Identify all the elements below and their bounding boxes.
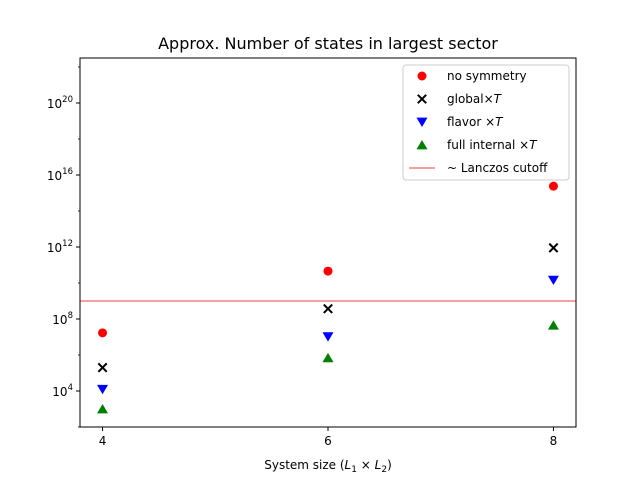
legend-label: global×T xyxy=(447,92,503,106)
data-point-full-internal-t xyxy=(97,404,109,414)
y-tick-label: 104 xyxy=(52,383,73,399)
y-tick-label: 108 xyxy=(52,311,73,327)
x-axis-label: System size (L1 × L2) xyxy=(264,458,392,475)
data-point-no-symmetry xyxy=(548,181,558,191)
data-point-full-internal-t xyxy=(547,320,559,330)
y-axis: 104 108 1012 1016 1020 xyxy=(47,66,80,428)
legend-label: ~ Lanczos cutoff xyxy=(447,161,548,175)
y-tick-label: 1012 xyxy=(47,239,73,255)
legend-label: no symmetry xyxy=(447,69,527,83)
data-point-global-t xyxy=(323,303,333,314)
data-point-flavor-t xyxy=(547,275,559,286)
x-axis: 4 6 8 xyxy=(99,427,558,448)
chart-title: Approx. Number of states in largest sect… xyxy=(158,34,498,53)
x-tick-label: 4 xyxy=(99,434,107,448)
data-point-no-symmetry xyxy=(323,266,333,276)
y-tick-label: 1020 xyxy=(47,95,73,111)
legend-marker xyxy=(416,140,428,150)
legend-marker xyxy=(417,94,427,104)
data-point-flavor-t xyxy=(97,384,109,395)
legend-label: flavor ×T xyxy=(447,115,504,129)
legend-marker xyxy=(416,117,428,127)
y-tick-label: 1016 xyxy=(47,167,73,183)
legend-box xyxy=(402,64,570,181)
data-point-no-symmetry xyxy=(98,328,108,338)
x-tick-label: 8 xyxy=(550,434,558,448)
x-tick-label: 6 xyxy=(324,434,332,448)
data-point-global-t xyxy=(548,242,559,253)
data-point-full-internal-t xyxy=(322,352,334,363)
legend: no symmetry global×T flavor ×T full interna… xyxy=(402,64,570,181)
data-point-global-t xyxy=(97,362,108,373)
legend-label: full internal ×T xyxy=(447,138,538,152)
legend-marker xyxy=(417,71,427,81)
data-point-flavor-t xyxy=(322,332,334,342)
plot-area xyxy=(80,181,576,414)
